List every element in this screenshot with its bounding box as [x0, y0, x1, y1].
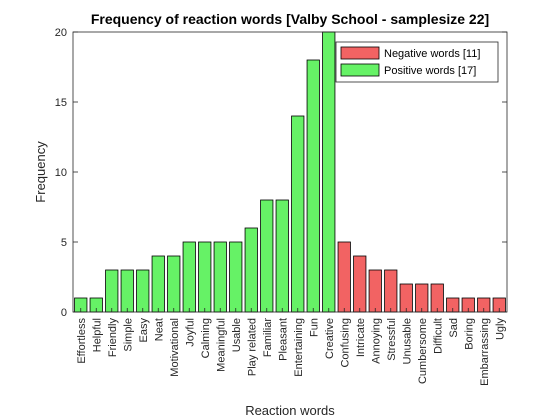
bars-group: [74, 31, 506, 313]
bar-calming: [198, 241, 212, 313]
x-tick-label: Familiar: [262, 318, 274, 357]
bar-stressful: [384, 269, 398, 313]
x-tick-label: Stressful: [386, 318, 398, 361]
x-tick-label: Friendly: [107, 318, 119, 358]
x-tick-label: Embarrassing: [479, 318, 491, 386]
x-axis-label: Reaction words: [245, 403, 335, 418]
x-tick-label: Joyful: [184, 318, 196, 347]
bar-pleasant: [275, 199, 289, 313]
x-tick-label: Meaningful: [215, 318, 227, 372]
bar-cumbersome: [415, 283, 429, 313]
bar-fun: [306, 59, 320, 313]
legend-label-positive: Positive words [17]: [384, 65, 476, 77]
x-tick-label: Neat: [153, 318, 165, 341]
y-tick-label: 20: [55, 27, 67, 39]
bar-confusing: [337, 241, 351, 313]
bar-difficult: [430, 283, 444, 313]
x-tick-label: Fun: [308, 318, 320, 337]
x-tick-label: Sad: [448, 318, 460, 338]
bar-usable: [229, 241, 243, 313]
bar-motivational: [167, 255, 181, 313]
x-tick-label: Boring: [463, 318, 475, 350]
y-tick-label: 10: [55, 167, 67, 179]
x-tick-label: Play related: [246, 318, 258, 376]
y-tick-label: 15: [55, 97, 67, 109]
x-tick-label: Difficult: [432, 318, 444, 354]
legend-swatch-positive: [340, 63, 380, 77]
x-tick-label: Annoying: [370, 318, 382, 364]
x-tick-label: Cumbersome: [417, 318, 429, 384]
y-axis-label: Frequency: [33, 141, 48, 203]
x-tick-label: Motivational: [169, 318, 181, 377]
bar-easy: [136, 269, 150, 313]
legend-label-negative: Negative words [11]: [384, 48, 480, 60]
x-tick-label: Confusing: [339, 318, 351, 368]
chart-title: Frequency of reaction words [Valby Schoo…: [91, 11, 489, 27]
bar-friendly: [105, 269, 119, 313]
legend-swatch-negative: [340, 46, 380, 60]
x-tick-label: Effortless: [76, 318, 88, 364]
ticks-group: 0 5 10 15 20 Effortless Helpful Friendly Simple E…: [55, 27, 507, 386]
bar-neat: [151, 255, 165, 313]
bar-creative: [322, 31, 336, 313]
bar-simple: [120, 269, 134, 313]
x-tick-label: Unusable: [401, 318, 413, 364]
bar-play-related: [244, 227, 258, 313]
x-tick-label: Intricate: [355, 318, 367, 357]
bar-annoying: [368, 269, 382, 313]
x-tick-label: Usable: [231, 318, 243, 352]
y-tick-label: 0: [61, 307, 67, 319]
bar-familiar: [260, 199, 274, 313]
bar-entertaining: [291, 115, 305, 313]
x-tick-label: Pleasant: [277, 318, 289, 361]
x-tick-label: Simple: [122, 318, 134, 352]
y-tick-label: 5: [61, 237, 67, 249]
x-tick-label: Helpful: [91, 318, 103, 352]
legend: Negative words [11] Positive words [17]: [335, 41, 499, 83]
x-tick-label: Creative: [324, 318, 336, 359]
bar-joyful: [182, 241, 196, 313]
x-tick-label: Entertaining: [293, 318, 305, 377]
bar-meaningful: [213, 241, 227, 313]
bar-unusable: [399, 283, 413, 313]
x-tick-label: Calming: [200, 318, 212, 358]
x-tick-label: Ugly: [494, 318, 506, 341]
bar-intricate: [353, 255, 367, 313]
x-tick-label: Easy: [138, 318, 150, 343]
